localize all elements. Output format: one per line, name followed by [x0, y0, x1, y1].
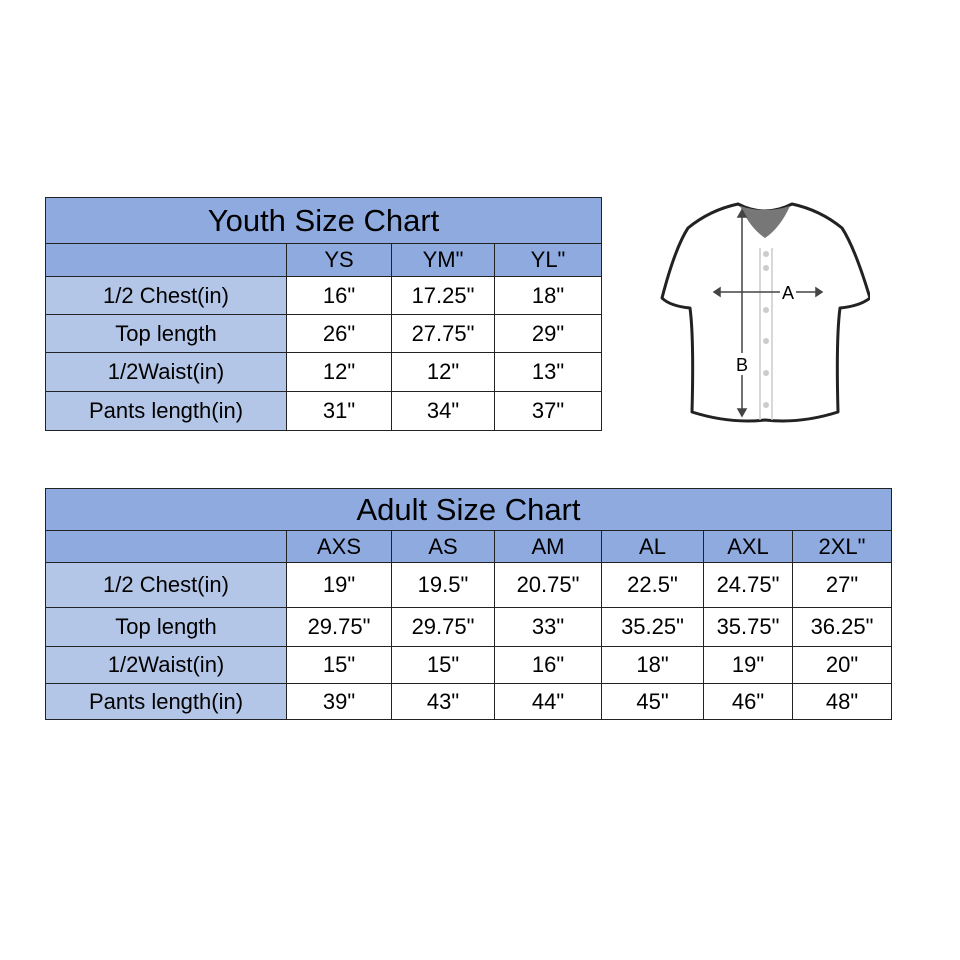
header-blank — [45, 243, 287, 277]
cell: 36.25" — [791, 607, 893, 647]
cell: 13" — [493, 352, 603, 392]
cell: 12" — [391, 352, 495, 392]
table-row: 1/2Waist(in) 15" 15" 16" 18" 19" 20" — [45, 646, 893, 684]
table-row: 1/2 Chest(in) 16" 17.25" 18" — [45, 276, 603, 315]
cell: 19" — [286, 562, 392, 608]
cell: 35.75" — [703, 607, 793, 647]
row-label: Top length — [45, 607, 287, 647]
jersey-diagram: A B — [660, 202, 870, 423]
cell: 18" — [601, 646, 704, 684]
cell: 20.75" — [494, 562, 602, 608]
cell: 37" — [493, 391, 603, 431]
cell: 48" — [791, 683, 893, 720]
cell: 45" — [601, 683, 704, 720]
cell: 19" — [703, 646, 793, 684]
cell: 44" — [494, 683, 602, 720]
cell: 15" — [391, 646, 495, 684]
cell: 15" — [286, 646, 392, 684]
cell: 24.75" — [703, 562, 793, 608]
row-label: Top length — [45, 314, 287, 353]
measure-a-label: A — [782, 283, 794, 303]
cell: 46" — [703, 683, 793, 720]
cell: 16" — [494, 646, 602, 684]
cell: 29.75" — [391, 607, 495, 647]
table-row: Pants length(in) 39" 43" 44" 45" 46" 48" — [45, 683, 893, 720]
adult-table-title: Adult Size Chart — [44, 488, 893, 531]
measure-b-label: B — [736, 355, 748, 375]
size-header: 2XL" — [791, 530, 893, 563]
cell: 17.25" — [391, 276, 495, 315]
cell: 18" — [493, 276, 603, 315]
cell: 26" — [286, 314, 392, 353]
row-label: 1/2Waist(in) — [45, 352, 287, 392]
cell: 27" — [791, 562, 893, 608]
row-label: 1/2 Chest(in) — [45, 276, 287, 315]
size-header: AM — [494, 530, 602, 563]
cell: 29" — [493, 314, 603, 353]
cell: 39" — [286, 683, 392, 720]
header-blank — [45, 530, 287, 563]
cell: 43" — [391, 683, 495, 720]
table-row: Pants length(in) 31" 34" 37" — [45, 391, 603, 431]
adult-size-table: Adult Size Chart AXS AS AM AL AXL 2XL" 1… — [44, 488, 893, 720]
cell: 19.5" — [391, 562, 495, 608]
row-label: 1/2Waist(in) — [45, 646, 287, 684]
table-row: Top length 29.75" 29.75" 33" 35.25" 35.7… — [45, 607, 893, 647]
collar-icon — [740, 206, 790, 238]
cell: 34" — [391, 391, 495, 431]
cell: 12" — [286, 352, 392, 392]
row-label: Pants length(in) — [45, 391, 287, 431]
table-row: 1/2Waist(in) 12" 12" 13" — [45, 352, 603, 392]
youth-size-table: Youth Size Chart YS YM" YL" 1/2 Chest(in… — [44, 197, 603, 431]
row-label: Pants length(in) — [45, 683, 287, 720]
cell: 31" — [286, 391, 392, 431]
cell: 33" — [494, 607, 602, 647]
cell: 29.75" — [286, 607, 392, 647]
jersey-outline-icon — [660, 202, 870, 423]
size-header: YS — [286, 243, 392, 277]
cell: 16" — [286, 276, 392, 315]
table-row: 1/2 Chest(in) 19" 19.5" 20.75" 22.5" 24.… — [45, 562, 893, 608]
size-header: AL — [601, 530, 704, 563]
row-label: 1/2 Chest(in) — [45, 562, 287, 608]
cell: 20" — [791, 646, 893, 684]
cell: 35.25" — [601, 607, 704, 647]
size-header: AXS — [286, 530, 392, 563]
size-header: YM" — [391, 243, 495, 277]
table-row: Top length 26" 27.75" 29" — [45, 314, 603, 353]
cell: 27.75" — [391, 314, 495, 353]
size-header: AS — [391, 530, 495, 563]
youth-table-title: Youth Size Chart — [44, 197, 603, 244]
cell: 22.5" — [601, 562, 704, 608]
size-header: AXL — [703, 530, 793, 563]
size-header: YL" — [493, 243, 603, 277]
